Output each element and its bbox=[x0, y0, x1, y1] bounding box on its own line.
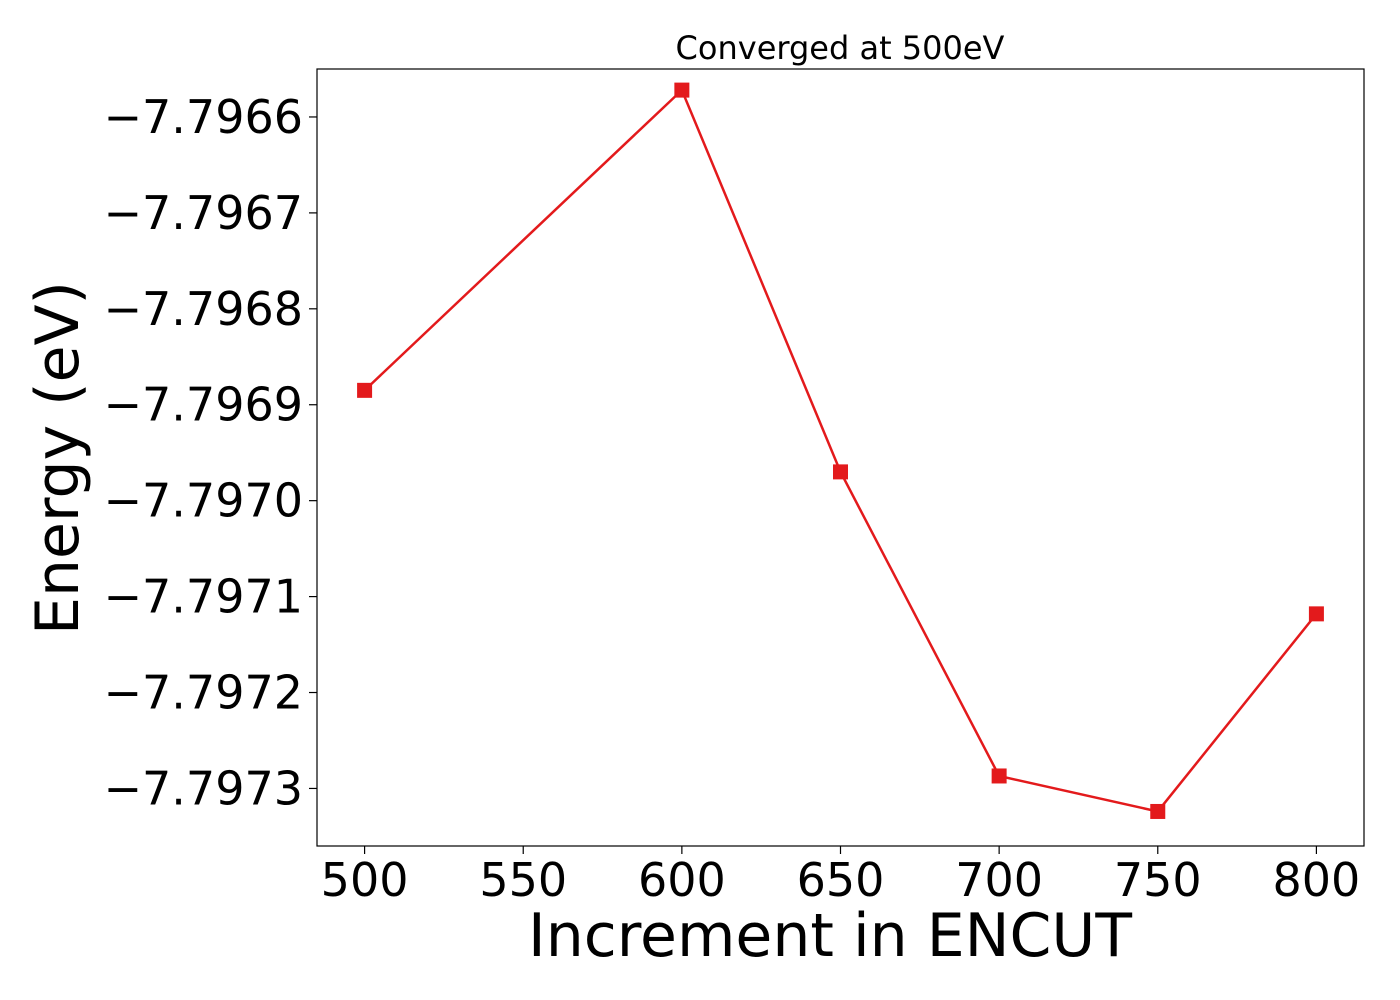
y-axis-title: Energy (eV) bbox=[23, 281, 93, 635]
y-tick-label: −7.7970 bbox=[104, 474, 304, 528]
chart-title: Converged at 500eV bbox=[676, 29, 1005, 67]
x-tick-label: 600 bbox=[638, 853, 726, 907]
y-tick-label: −7.7973 bbox=[104, 761, 304, 815]
plot-area bbox=[357, 82, 1324, 819]
y-tick-label: −7.7969 bbox=[104, 378, 304, 432]
data-point-marker bbox=[991, 768, 1007, 784]
x-tick-label: 800 bbox=[1273, 853, 1361, 907]
x-axis: 500 550 600 650 700 750 800 bbox=[321, 846, 1361, 907]
data-point-marker bbox=[674, 82, 690, 98]
series-line bbox=[363, 87, 1318, 813]
y-axis: −7.7966 −7.7967 −7.7968 −7.7969 −7.7970 −7.79… bbox=[104, 90, 317, 815]
x-tick-label: 500 bbox=[321, 853, 409, 907]
x-axis-title: Increment in ENCUT bbox=[528, 901, 1132, 971]
y-tick-label: −7.7971 bbox=[104, 570, 304, 624]
data-point-marker bbox=[1308, 606, 1324, 622]
y-tick-label: −7.7968 bbox=[104, 282, 304, 336]
x-tick-label: 650 bbox=[797, 853, 885, 907]
x-tick-label: 700 bbox=[955, 853, 1043, 907]
y-tick-label: −7.7966 bbox=[104, 90, 304, 144]
y-tick-label: −7.7967 bbox=[104, 186, 304, 240]
data-point-marker bbox=[1150, 803, 1166, 819]
x-tick-label: 750 bbox=[1114, 853, 1202, 907]
data-point-marker bbox=[833, 464, 848, 480]
y-tick-label: −7.7972 bbox=[104, 666, 304, 720]
x-tick-label: 550 bbox=[479, 853, 567, 907]
data-point-marker bbox=[357, 382, 373, 398]
